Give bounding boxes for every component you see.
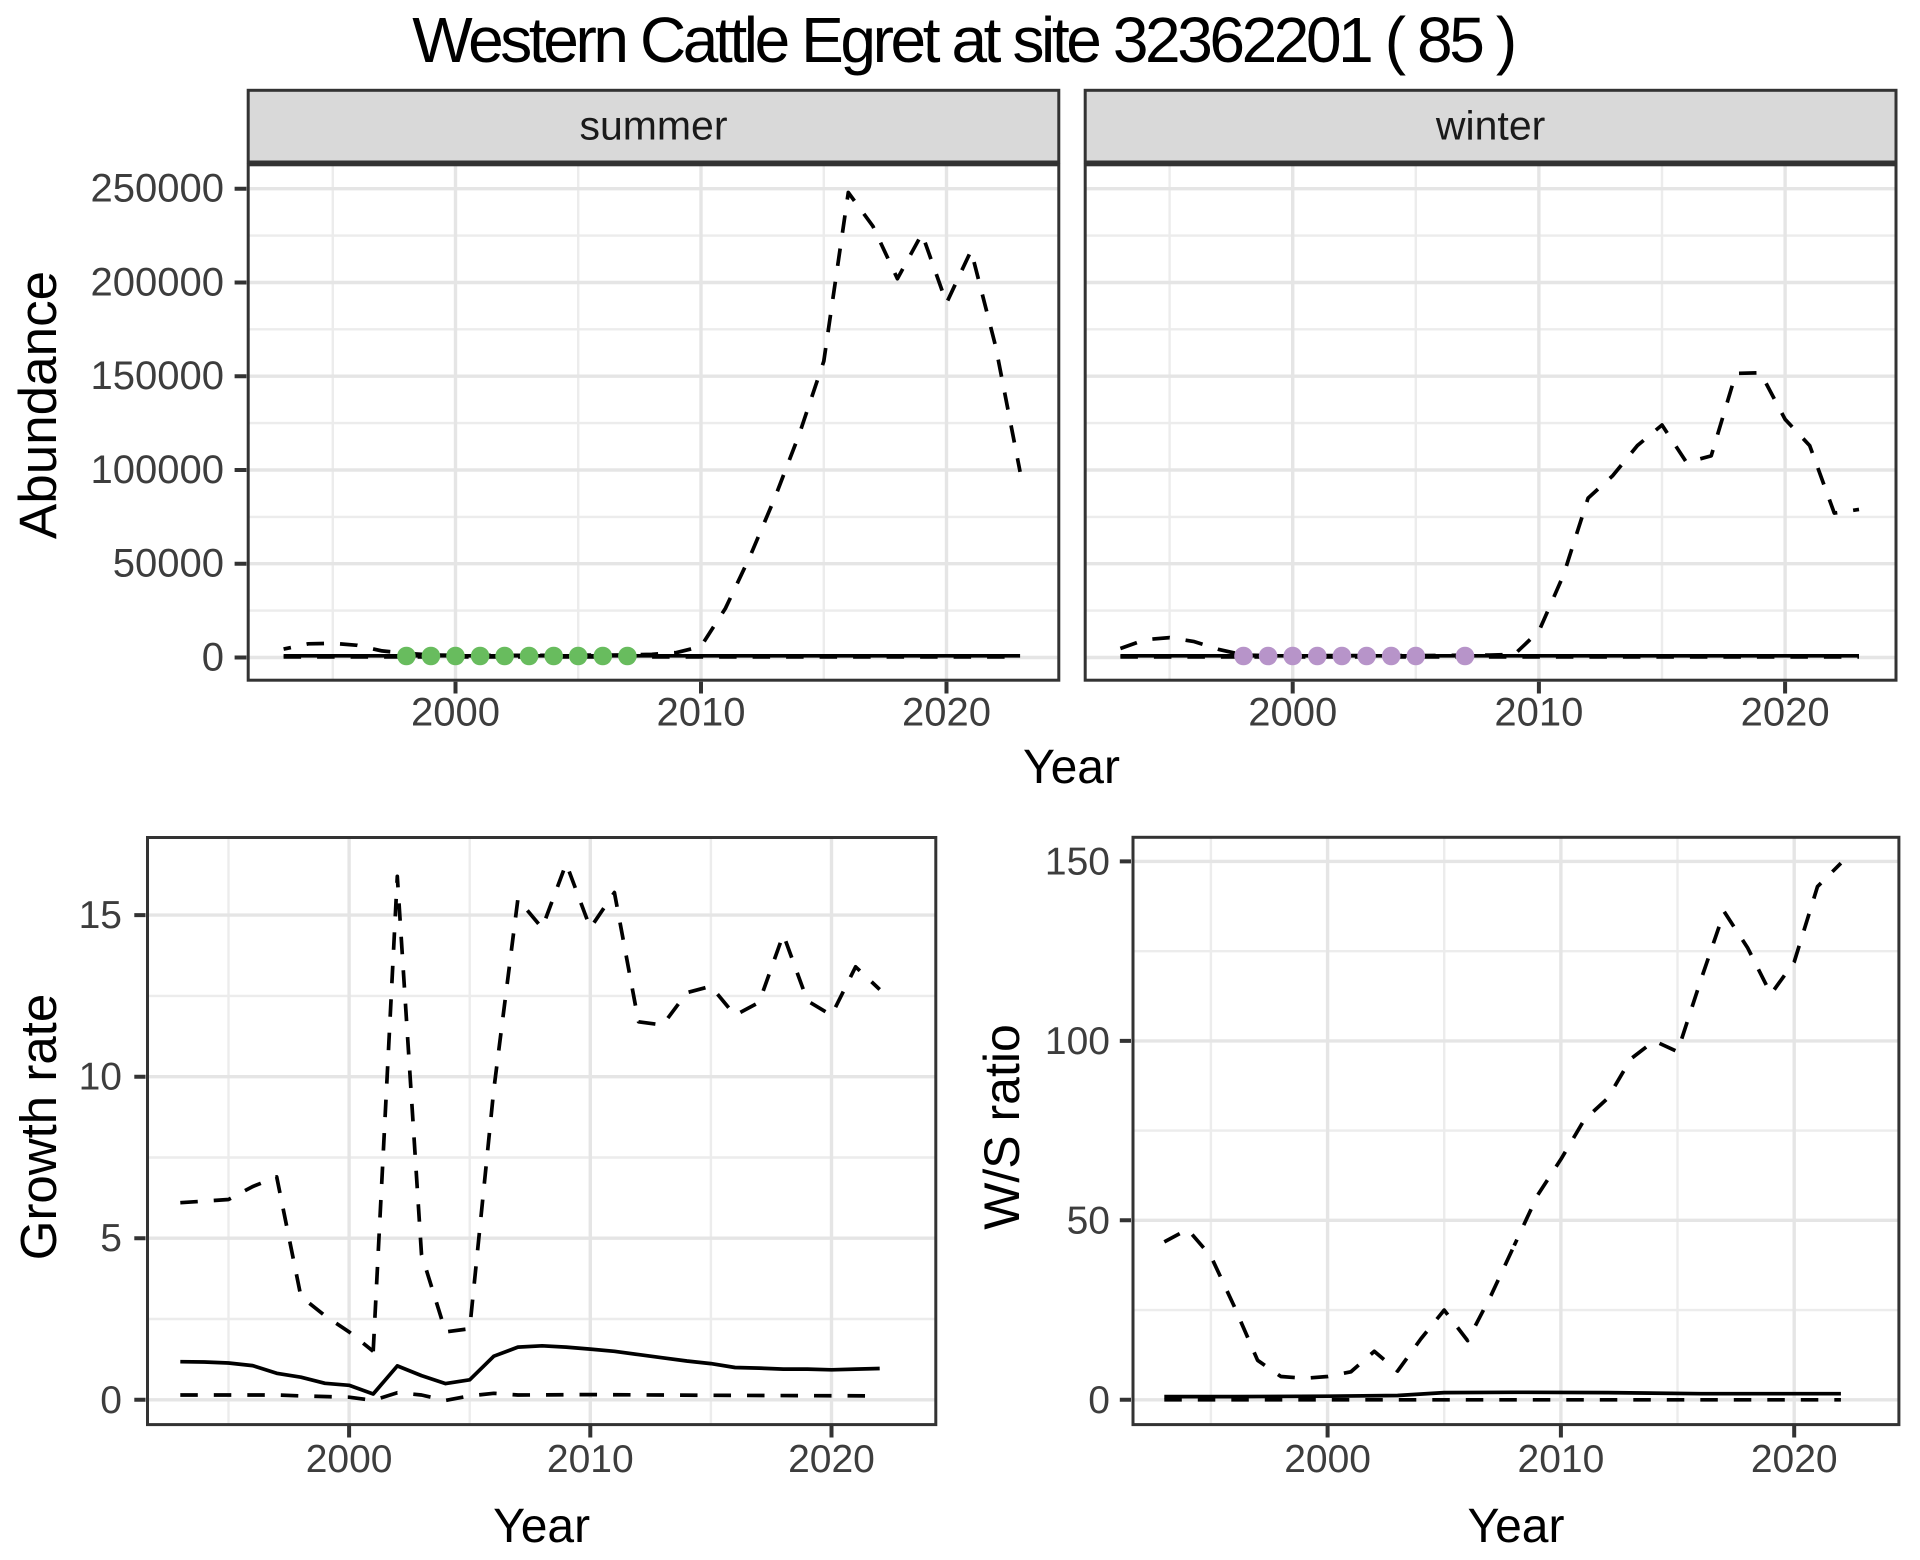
svg-text:0: 0 — [100, 1379, 122, 1422]
svg-text:2000: 2000 — [1284, 1438, 1371, 1481]
svg-text:100000: 100000 — [91, 448, 224, 492]
svg-text:250000: 250000 — [91, 167, 224, 211]
svg-text:Growth rate: Growth rate — [10, 994, 67, 1260]
svg-text:Year: Year — [1023, 741, 1120, 794]
svg-text:50000: 50000 — [113, 542, 224, 586]
svg-text:2020: 2020 — [1741, 691, 1830, 735]
svg-text:2000: 2000 — [306, 1438, 393, 1481]
svg-text:2020: 2020 — [902, 691, 991, 735]
svg-text:summer: summer — [579, 103, 727, 149]
svg-text:150: 150 — [1045, 840, 1110, 883]
svg-text:10: 10 — [79, 1056, 122, 1099]
svg-text:50: 50 — [1067, 1199, 1110, 1242]
svg-text:200000: 200000 — [91, 261, 224, 305]
svg-text:0: 0 — [202, 636, 224, 680]
svg-text:2000: 2000 — [411, 691, 500, 735]
svg-text:150000: 150000 — [91, 354, 224, 398]
svg-text:2020: 2020 — [1751, 1438, 1838, 1481]
svg-text:Year: Year — [493, 1500, 590, 1553]
svg-text:2000: 2000 — [1248, 691, 1337, 735]
svg-text:100: 100 — [1045, 1020, 1110, 1063]
svg-text:Year: Year — [1468, 1500, 1565, 1553]
svg-text:Abundance: Abundance — [9, 271, 68, 539]
svg-text:0: 0 — [1088, 1379, 1110, 1422]
svg-text:W/S ratio: W/S ratio — [974, 1024, 1030, 1230]
svg-text:winter: winter — [1435, 103, 1545, 149]
svg-text:2010: 2010 — [547, 1438, 634, 1481]
svg-text:2010: 2010 — [1494, 691, 1583, 735]
svg-text:2010: 2010 — [1518, 1438, 1605, 1481]
svg-text:5: 5 — [100, 1217, 122, 1260]
svg-text:15: 15 — [79, 894, 122, 937]
svg-text:2020: 2020 — [788, 1438, 875, 1481]
svg-text:Western Cattle Egret at site 3: Western Cattle Egret at site 32362201 ( … — [412, 4, 1514, 76]
svg-text:2010: 2010 — [657, 691, 746, 735]
